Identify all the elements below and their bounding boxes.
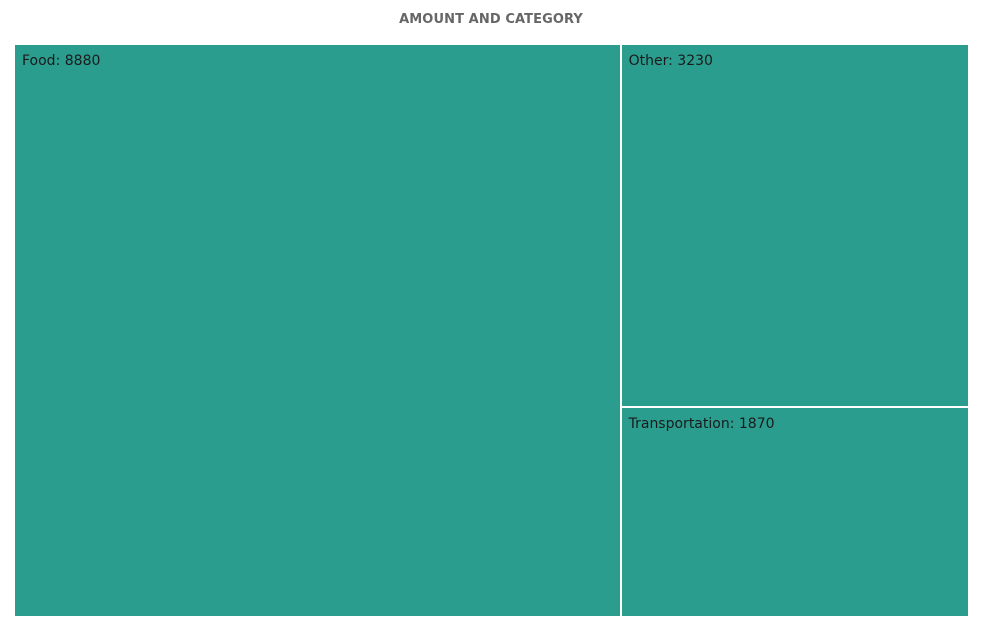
tile-category-name: Food	[22, 53, 56, 69]
treemap-tile-label: Other: 3230	[628, 53, 713, 69]
treemap-tile-label: Transportation: 1870	[628, 415, 775, 432]
treemap-tile-transportation[interactable]: Transportation: 1870	[620, 406, 969, 617]
treemap-tile-other[interactable]: Other: 3230	[620, 44, 969, 407]
treemap-tile-label: Food: 8880	[22, 53, 101, 69]
treemap-tile-food[interactable]: Food: 8880	[14, 44, 621, 617]
tile-value: 1870	[738, 415, 775, 432]
chart-title: AMOUNT AND CATEGORY	[399, 12, 583, 27]
tile-value: 8880	[64, 53, 101, 69]
tile-category-name: Transportation	[628, 415, 730, 432]
tile-value: 3230	[677, 53, 713, 69]
treemap-plot-area: Food: 8880 Other: 3230 Transportation: 187…	[14, 44, 969, 617]
tile-category-name: Other	[628, 53, 669, 69]
